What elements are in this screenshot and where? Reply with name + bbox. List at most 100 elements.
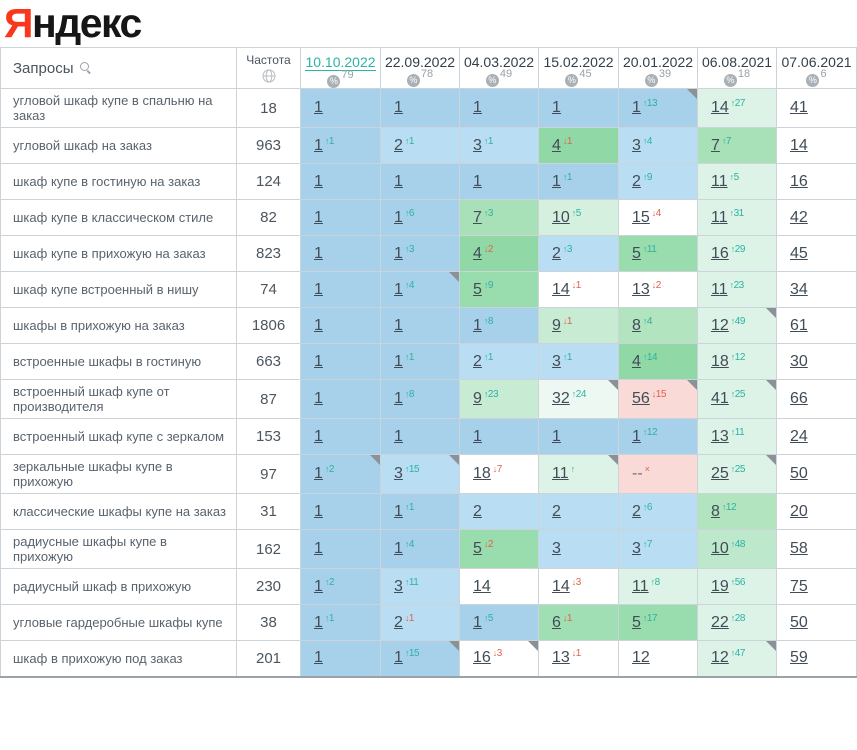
position-cell[interactable]: 1 <box>538 88 619 128</box>
position-cell[interactable]: 3 ↑11 <box>380 568 460 605</box>
position-cell[interactable]: 11 ↑5 <box>697 163 777 200</box>
position-cell[interactable]: 9 ↑23 <box>459 379 539 419</box>
position-value[interactable]: 1 <box>314 613 323 631</box>
date-label[interactable]: 20.01.2022 <box>622 54 694 70</box>
position-value[interactable]: 16 <box>473 649 491 667</box>
position-cell[interactable]: 5 ↑9 <box>459 271 539 308</box>
position-cell[interactable]: 59 <box>776 640 857 677</box>
position-value[interactable]: 1 <box>314 540 323 557</box>
position-cell[interactable]: 61 <box>776 307 857 344</box>
position-value[interactable]: 16 <box>790 172 808 190</box>
position-value[interactable]: 13 <box>632 280 650 298</box>
position-cell[interactable]: 1 <box>538 418 619 455</box>
position-cell[interactable]: 1 ↑13 <box>618 88 698 128</box>
position-value[interactable]: 2 <box>552 502 561 520</box>
position-cell[interactable]: 1 ↑4 <box>380 529 460 569</box>
position-value[interactable]: 1 <box>314 316 323 334</box>
position-cell[interactable]: 13 ↑11 <box>697 418 777 455</box>
position-value[interactable]: 1 <box>394 390 403 407</box>
position-cell[interactable]: 1 <box>380 88 460 128</box>
position-cell[interactable]: 1 ↑1 <box>538 163 619 200</box>
position-cell[interactable]: 1 <box>459 88 539 128</box>
position-cell[interactable]: 45 <box>776 235 857 272</box>
position-cell[interactable]: 6 ↓1 <box>538 604 619 641</box>
position-value[interactable]: 18 <box>711 352 729 370</box>
position-cell[interactable]: 2 ↑1 <box>459 343 539 380</box>
position-value[interactable]: -- <box>632 465 643 482</box>
position-cell[interactable]: 11 ↑ <box>538 454 619 494</box>
query-cell[interactable]: шкаф купе встроенный в нишу <box>0 271 237 308</box>
search-icon[interactable] <box>79 61 92 74</box>
position-cell[interactable]: 16 ↑29 <box>697 235 777 272</box>
position-cell[interactable]: 1 <box>300 493 381 530</box>
position-cell[interactable]: 2 ↑6 <box>618 493 698 530</box>
position-cell[interactable]: 1 <box>459 163 539 200</box>
query-cell[interactable]: угловой шкаф на заказ <box>0 127 237 164</box>
position-cell[interactable]: 1 ↑1 <box>380 343 460 380</box>
position-value[interactable]: 1 <box>473 427 482 445</box>
position-value[interactable]: 2 <box>632 172 641 190</box>
position-cell[interactable]: 5 ↓2 <box>459 529 539 569</box>
position-value[interactable]: 2 <box>473 352 482 370</box>
position-cell[interactable]: 56 ↓15 <box>618 379 698 419</box>
position-value[interactable]: 1 <box>394 316 403 334</box>
position-cell[interactable]: 3 ↑15 <box>380 454 460 494</box>
position-cell[interactable]: 2 ↓1 <box>380 604 460 641</box>
position-cell[interactable]: 14 ↓3 <box>538 568 619 605</box>
queries-column-header[interactable]: Запросы <box>0 47 237 89</box>
position-cell[interactable]: 3 <box>538 529 619 569</box>
position-value[interactable]: 1 <box>314 649 323 667</box>
position-cell[interactable]: 11 ↑23 <box>697 271 777 308</box>
position-cell[interactable]: 1 <box>300 529 381 569</box>
position-cell[interactable]: 1 ↑1 <box>300 127 381 164</box>
position-value[interactable]: 14 <box>552 577 570 595</box>
query-cell[interactable]: шкаф купе в классическом стиле <box>0 199 237 236</box>
position-value[interactable]: 1 <box>314 172 323 190</box>
position-value[interactable]: 14 <box>790 136 808 154</box>
position-value[interactable]: 5 <box>473 280 482 298</box>
position-value[interactable]: 4 <box>473 244 482 262</box>
query-cell[interactable]: зеркальные шкафы купе в прихожую <box>0 454 237 494</box>
position-value[interactable]: 56 <box>632 390 650 407</box>
position-cell[interactable]: 4 ↓1 <box>538 127 619 164</box>
position-value[interactable]: 5 <box>632 244 641 262</box>
position-cell[interactable]: 1 ↑6 <box>380 199 460 236</box>
position-value[interactable]: 20 <box>790 502 808 520</box>
position-cell[interactable]: 11 ↑31 <box>697 199 777 236</box>
position-cell[interactable]: 3 ↑4 <box>618 127 698 164</box>
position-value[interactable]: 1 <box>394 244 403 262</box>
date-label[interactable]: 10.10.2022 <box>305 54 376 71</box>
query-cell[interactable]: шкафы в прихожую на заказ <box>0 307 237 344</box>
position-value[interactable]: 58 <box>790 540 808 557</box>
position-cell[interactable]: 10 ↑48 <box>697 529 777 569</box>
position-value[interactable]: 30 <box>790 352 808 370</box>
position-value[interactable]: 1 <box>473 99 482 116</box>
position-value[interactable]: 42 <box>790 208 808 226</box>
position-cell[interactable]: 1 <box>300 379 381 419</box>
query-cell[interactable]: встроенные шкафы в гостиную <box>0 343 237 380</box>
position-value[interactable]: 34 <box>790 280 808 298</box>
position-value[interactable]: 41 <box>790 99 808 116</box>
position-value[interactable]: 1 <box>314 136 323 154</box>
position-cell[interactable]: 5 ↑17 <box>618 604 698 641</box>
position-value[interactable]: 10 <box>711 540 729 557</box>
position-cell[interactable]: 1 <box>300 343 381 380</box>
position-cell[interactable]: 2 ↑3 <box>538 235 619 272</box>
position-cell[interactable]: 50 <box>776 454 857 494</box>
position-cell[interactable]: 14 <box>776 127 857 164</box>
date-column-header[interactable]: 04.03.2022% 49 <box>459 47 539 89</box>
position-value[interactable]: 1 <box>394 649 403 667</box>
position-cell[interactable]: 18 ↓7 <box>459 454 539 494</box>
position-cell[interactable]: 1 <box>459 418 539 455</box>
position-value[interactable]: 3 <box>632 540 641 557</box>
position-value[interactable]: 50 <box>790 613 808 631</box>
position-value[interactable]: 75 <box>790 577 808 595</box>
position-value[interactable]: 2 <box>632 502 641 520</box>
position-value[interactable]: 6 <box>552 613 561 631</box>
query-cell[interactable]: встроенный шкаф купе с зеркалом <box>0 418 237 455</box>
position-value[interactable]: 3 <box>394 577 403 595</box>
date-column-header[interactable]: 06.08.2021% 18 <box>697 47 777 89</box>
position-value[interactable]: 25 <box>711 465 729 482</box>
position-value[interactable]: 3 <box>552 352 561 370</box>
position-cell[interactable]: 1 <box>300 88 381 128</box>
